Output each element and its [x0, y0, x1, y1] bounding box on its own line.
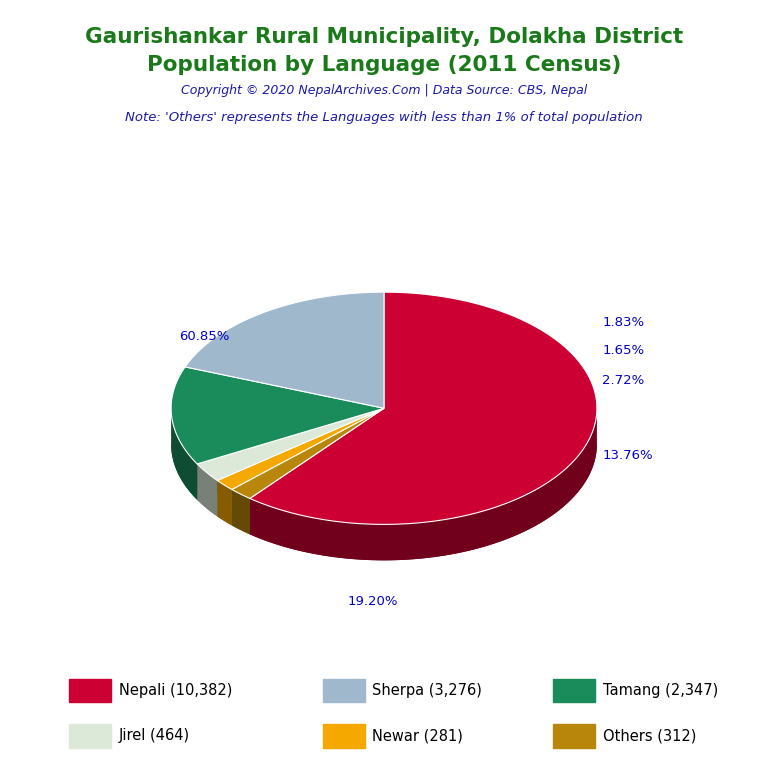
Polygon shape: [232, 489, 250, 535]
Text: Note: 'Others' represents the Languages with less than 1% of total population: Note: 'Others' represents the Languages …: [125, 111, 643, 124]
Text: Sherpa (3,276): Sherpa (3,276): [372, 683, 482, 698]
Text: Copyright © 2020 NepalArchives.Com | Data Source: CBS, Nepal: Copyright © 2020 NepalArchives.Com | Dat…: [181, 84, 587, 98]
Polygon shape: [185, 292, 384, 409]
Polygon shape: [171, 409, 197, 500]
Polygon shape: [217, 409, 384, 489]
Polygon shape: [250, 409, 597, 561]
Polygon shape: [171, 367, 384, 464]
Bar: [553, 679, 595, 703]
Text: Jirel (464): Jirel (464): [119, 728, 190, 743]
Polygon shape: [197, 464, 217, 516]
Text: 13.76%: 13.76%: [602, 449, 653, 462]
Text: Others (312): Others (312): [603, 728, 697, 743]
Text: 60.85%: 60.85%: [180, 330, 230, 343]
Bar: [323, 724, 365, 747]
Bar: [323, 679, 365, 703]
Bar: [553, 724, 595, 747]
Text: Tamang (2,347): Tamang (2,347): [603, 683, 718, 698]
Text: 1.83%: 1.83%: [602, 316, 644, 329]
Text: 19.20%: 19.20%: [348, 595, 398, 608]
Text: Newar (281): Newar (281): [372, 728, 463, 743]
Polygon shape: [250, 444, 597, 561]
Text: 2.72%: 2.72%: [602, 374, 644, 387]
Text: Gaurishankar Rural Municipality, Dolakha District: Gaurishankar Rural Municipality, Dolakha…: [85, 27, 683, 47]
Polygon shape: [197, 409, 384, 481]
Polygon shape: [197, 444, 384, 516]
Bar: [69, 724, 111, 747]
Polygon shape: [232, 409, 384, 498]
Polygon shape: [217, 444, 384, 525]
Text: Nepali (10,382): Nepali (10,382): [119, 683, 233, 698]
Polygon shape: [250, 292, 597, 525]
Polygon shape: [217, 481, 232, 525]
Text: Population by Language (2011 Census): Population by Language (2011 Census): [147, 55, 621, 75]
Polygon shape: [171, 444, 384, 500]
Text: 1.65%: 1.65%: [602, 344, 644, 356]
Bar: [69, 679, 111, 703]
Polygon shape: [232, 444, 384, 535]
